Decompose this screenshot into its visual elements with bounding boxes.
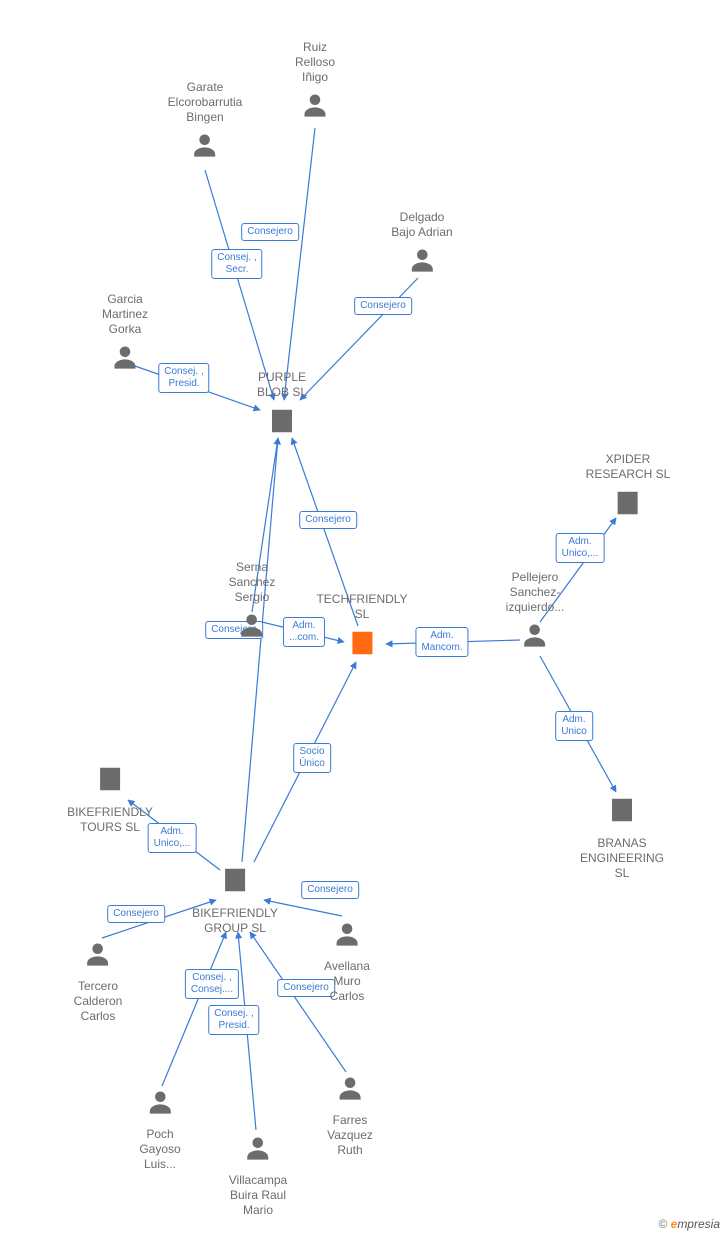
node-biketours[interactable]: BIKEFRIENDLY TOURS SL <box>67 764 153 835</box>
person-icon <box>84 940 112 973</box>
node-label: Farres Vazquez Ruth <box>327 1113 373 1158</box>
node-tech[interactable]: TECHFRIENDLY SL <box>316 592 407 663</box>
node-branas[interactable]: BRANAS ENGINEERING SL <box>580 795 664 881</box>
company-icon <box>607 795 637 830</box>
node-label: Serna Sanchez Sergio <box>229 560 276 605</box>
node-purple[interactable]: PURPLE BLOB SL <box>257 370 307 441</box>
node-delgado[interactable]: Delgado Bajo Adrian <box>391 210 452 279</box>
edge-label: Consejero <box>301 881 359 899</box>
edge-line <box>205 170 274 400</box>
company-icon <box>95 764 125 799</box>
node-label: Garcia Martinez Gorka <box>102 292 148 337</box>
node-villacampa[interactable]: Villacampa Buira Raul Mario <box>229 1134 287 1218</box>
node-label: Ruiz Relloso Iñigo <box>295 40 335 85</box>
company-icon <box>613 488 643 523</box>
edge-label: Consej. , Presid. <box>208 1005 259 1035</box>
edge-label: Adm. Mancom. <box>415 627 468 657</box>
node-label: TECHFRIENDLY SL <box>316 592 407 622</box>
node-label: Villacampa Buira Raul Mario <box>229 1173 287 1218</box>
node-label: BRANAS ENGINEERING SL <box>580 836 664 881</box>
edge-line <box>284 128 315 400</box>
company-icon <box>267 406 297 441</box>
node-label: BIKEFRIENDLY TOURS SL <box>67 805 153 835</box>
company-icon <box>347 628 377 663</box>
watermark: © empresia <box>658 1217 720 1231</box>
person-icon <box>146 1088 174 1121</box>
node-serna[interactable]: Serna Sanchez Sergio <box>229 560 276 644</box>
person-icon <box>521 621 549 654</box>
node-label: Delgado Bajo Adrian <box>391 210 452 240</box>
edge-label: Adm. Unico <box>555 711 593 741</box>
node-pellejero[interactable]: Pellejero Sanchez- izquierdo... <box>506 570 565 654</box>
edge-label: Consejero <box>299 511 357 529</box>
person-icon <box>111 343 139 376</box>
person-icon <box>408 246 436 279</box>
node-avellana[interactable]: Avellana Muro Carlos <box>324 920 370 1004</box>
node-tercero[interactable]: Tercero Calderon Carlos <box>74 940 123 1024</box>
person-icon <box>244 1134 272 1167</box>
node-xpider[interactable]: XPIDER RESEARCH SL <box>586 452 671 523</box>
copyright-symbol: © <box>658 1217 667 1231</box>
node-label: BIKEFRIENDLY GROUP SL <box>192 906 278 936</box>
person-icon <box>238 611 266 644</box>
edge-line <box>242 438 278 862</box>
node-label: XPIDER RESEARCH SL <box>586 452 671 482</box>
node-garate[interactable]: Garate Elcorobarrutia Bingen <box>168 80 243 164</box>
node-poch[interactable]: Poch Gayoso Luis... <box>139 1088 180 1172</box>
company-icon <box>220 865 250 900</box>
person-icon <box>336 1074 364 1107</box>
edge-label: Consej. , Presid. <box>158 363 209 393</box>
node-farres[interactable]: Farres Vazquez Ruth <box>327 1074 373 1158</box>
edge-label: Consej. , Secr. <box>211 249 262 279</box>
person-icon <box>191 131 219 164</box>
node-label: Poch Gayoso Luis... <box>139 1127 180 1172</box>
node-bikegroup[interactable]: BIKEFRIENDLY GROUP SL <box>192 865 278 936</box>
edge-label: Consej. , Consej.... <box>185 969 239 999</box>
edge-label: Adm. Unico,... <box>556 533 605 563</box>
node-label: Tercero Calderon Carlos <box>74 979 123 1024</box>
edge-label: Consejero <box>107 905 165 923</box>
person-icon <box>301 91 329 124</box>
node-label: Garate Elcorobarrutia Bingen <box>168 80 243 125</box>
edge-label: Socio Único <box>293 743 331 773</box>
edge-label: Adm. Unico,... <box>148 823 197 853</box>
edge-label: Consejero <box>354 297 412 315</box>
node-garcia[interactable]: Garcia Martinez Gorka <box>102 292 148 376</box>
edge-label: Consejero <box>241 223 299 241</box>
node-label: PURPLE BLOB SL <box>257 370 307 400</box>
node-label: Avellana Muro Carlos <box>324 959 370 1004</box>
node-label: Pellejero Sanchez- izquierdo... <box>506 570 565 615</box>
diagram-canvas: Consej. , Secr. Consejero Consejero Consej.… <box>0 0 728 1235</box>
node-ruiz[interactable]: Ruiz Relloso Iñigo <box>295 40 335 124</box>
brand-rest: mpresia <box>677 1217 720 1231</box>
person-icon <box>333 920 361 953</box>
